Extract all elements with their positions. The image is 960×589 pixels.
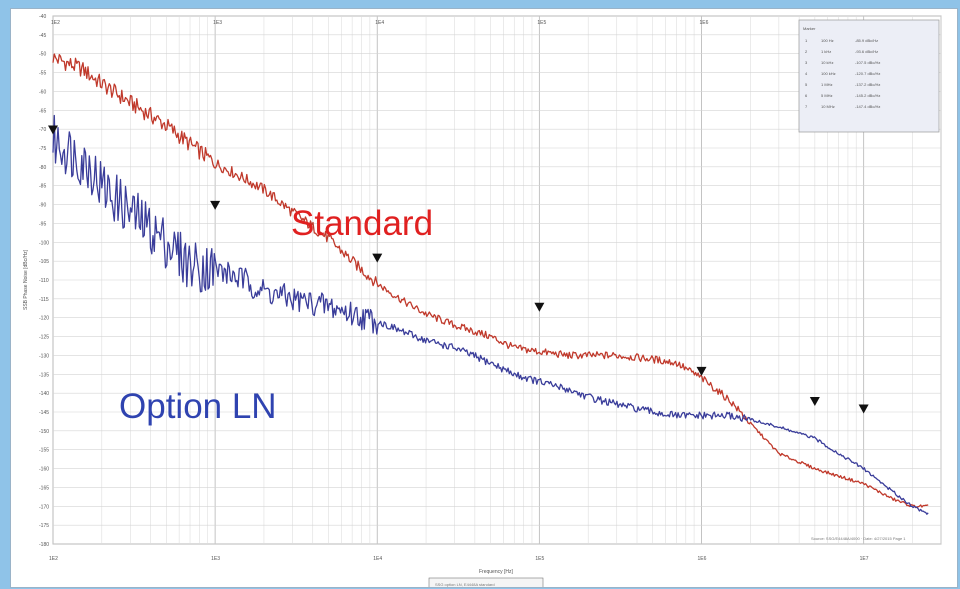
y-tick-label: -125 bbox=[39, 335, 49, 341]
phase-noise-chart: -40 -45 -50 -55 -60 -65 -70 -75 -80 -85 -90 -95 -100… bbox=[23, 14, 942, 587]
marker-legend-freq: 1 MHz bbox=[821, 82, 833, 87]
y-tick-label: -155 bbox=[39, 448, 49, 454]
marker-legend-num: 5 bbox=[805, 82, 808, 87]
y-tick-label: -135 bbox=[39, 372, 49, 378]
x-tick-label: 1E2 bbox=[49, 556, 58, 562]
y-tick-label: -90 bbox=[39, 203, 46, 209]
marker-legend-num: 2 bbox=[805, 49, 808, 54]
y-tick-label: -160 bbox=[39, 467, 49, 473]
y-tick-label: -175 bbox=[39, 523, 49, 529]
y-tick-label: -75 bbox=[39, 146, 46, 152]
y-tick-label: -115 bbox=[39, 297, 49, 303]
bottom-legend-text: SSG option LN, E4448A standard bbox=[435, 582, 495, 587]
marker-legend-num: 4 bbox=[805, 71, 808, 76]
x-tick-label-top: 1E6 bbox=[700, 20, 709, 26]
y-tick-label: -45 bbox=[39, 33, 46, 39]
y-tick-label: -145 bbox=[39, 410, 49, 416]
y-tick-label: -85 bbox=[39, 184, 46, 190]
y-tick-label: -65 bbox=[39, 108, 46, 114]
x-tick-label: 1E3 bbox=[211, 556, 220, 562]
y-tick-label: -60 bbox=[39, 89, 46, 95]
y-tick-label: -170 bbox=[39, 504, 49, 510]
footer-source-text: Source: SSG/E4448A/4000 · Date: 4/27/201… bbox=[811, 536, 906, 541]
y-tick-label: -130 bbox=[39, 353, 49, 359]
y-tick-label: -55 bbox=[39, 71, 46, 77]
marker-legend-freq: 1 kHz bbox=[821, 49, 831, 54]
marker-triangle bbox=[858, 404, 869, 414]
y-tick-label: -105 bbox=[39, 259, 49, 265]
annotation-standard: Standard bbox=[291, 204, 433, 243]
y-tick-label: -40 bbox=[39, 14, 46, 20]
marker-triangle bbox=[809, 397, 820, 406]
marker-legend-freq: 10 kHz bbox=[821, 60, 833, 65]
y-tick-label: -165 bbox=[39, 485, 49, 491]
x-tick-label-top: 1E2 bbox=[51, 20, 60, 26]
marker-legend-freq: 5 MHz bbox=[821, 93, 833, 98]
y-tick-label: -110 bbox=[39, 278, 49, 284]
marker-legend-box bbox=[798, 19, 940, 133]
marker-legend-value: -85.9 dBc/Hz bbox=[855, 38, 878, 43]
x-axis-label: Frequency [Hz] bbox=[479, 569, 514, 575]
x-tick-label: 1E7 bbox=[860, 556, 869, 562]
x-tick-label: 1E5 bbox=[535, 556, 544, 562]
series-line-option-ln bbox=[52, 114, 929, 515]
marker-triangle bbox=[696, 366, 707, 376]
y-tick-label: -120 bbox=[39, 316, 49, 322]
y-tick-label: -80 bbox=[39, 165, 46, 171]
x-tick-label-top: 1E5 bbox=[537, 20, 546, 26]
marker-legend-value: -107.5 dBc/Hz bbox=[855, 60, 880, 65]
marker-triangle bbox=[534, 302, 545, 312]
x-tick-label: 1E4 bbox=[373, 556, 382, 562]
marker-legend-value: -147.4 dBc/Hz bbox=[855, 104, 880, 109]
marker-triangle bbox=[48, 125, 58, 135]
chart-frame: -40 -45 -50 -55 -60 -65 -70 -75 -80 -85 -90 -95 -100… bbox=[10, 8, 958, 588]
marker-legend-value: -93.6 dBc/Hz bbox=[855, 49, 878, 54]
marker-legend-value: -120.7 dBc/Hz bbox=[855, 71, 880, 76]
y-tick-label: -95 bbox=[39, 221, 46, 227]
marker-legend-freq: 10 MHz bbox=[821, 104, 835, 109]
marker-legend-freq: 100 Hz bbox=[821, 38, 834, 43]
y-tick-label: -140 bbox=[39, 391, 49, 397]
marker-legend-value: -137.2 dBc/Hz bbox=[855, 82, 880, 87]
grid-group bbox=[52, 15, 942, 545]
marker-triangle bbox=[372, 253, 383, 263]
annotation-option-ln: Option LN bbox=[119, 387, 277, 426]
y-tick-label: -150 bbox=[39, 429, 49, 435]
series-line-standard bbox=[52, 53, 929, 509]
marker-legend-num: 7 bbox=[805, 104, 808, 109]
marker-legend-num: 6 bbox=[805, 93, 808, 98]
y-tick-label: -50 bbox=[39, 52, 46, 58]
marker-legend-title: Marker bbox=[803, 26, 816, 31]
y-tick-label: -100 bbox=[39, 240, 49, 246]
marker-triangle bbox=[210, 200, 221, 210]
y-tick-label: -70 bbox=[39, 127, 46, 133]
x-tick-label-top: 1E4 bbox=[375, 20, 384, 26]
marker-legend-num: 3 bbox=[805, 60, 808, 65]
bottom-legend-box bbox=[428, 577, 544, 587]
y-tick-label: -180 bbox=[39, 542, 49, 548]
x-tick-label: 1E6 bbox=[698, 556, 707, 562]
marker-legend-freq: 100 kHz bbox=[821, 71, 836, 76]
marker-legend-num: 1 bbox=[805, 38, 808, 43]
marker-legend-value: -145.2 dBc/Hz bbox=[855, 93, 880, 98]
x-tick-label-top: 1E3 bbox=[213, 20, 222, 26]
y-axis-label: SSB Phase Noise [dBc/Hz] bbox=[23, 249, 29, 310]
